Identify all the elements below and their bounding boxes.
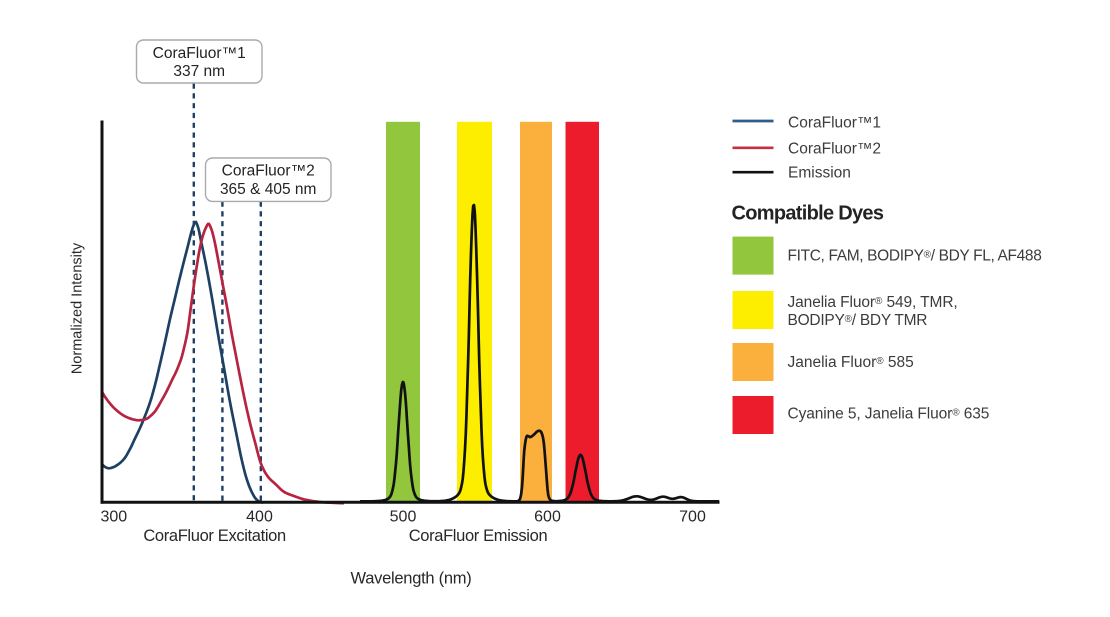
svg-text:CoraFluor™1: CoraFluor™1: [788, 115, 881, 132]
svg-text:CoraFluor Emission: CoraFluor Emission: [409, 527, 548, 545]
svg-text:Normalized Intensity: Normalized Intensity: [70, 242, 86, 374]
svg-text:Janelia Fluor® 549, TMR,: Janelia Fluor® 549, TMR,: [788, 294, 958, 311]
svg-text:500: 500: [390, 509, 417, 526]
svg-text:CoraFluor™1: CoraFluor™1: [153, 45, 246, 62]
svg-text:337 nm: 337 nm: [173, 63, 225, 80]
svg-text:Compatible Dyes: Compatible Dyes: [732, 202, 884, 224]
svg-text:700: 700: [679, 509, 706, 526]
svg-text:CoraFluor™2: CoraFluor™2: [222, 163, 315, 180]
svg-text:CoraFluor™2: CoraFluor™2: [788, 141, 881, 158]
svg-text:Wavelength (nm): Wavelength (nm): [351, 570, 472, 588]
svg-text:400: 400: [246, 509, 273, 526]
svg-text:FITC, FAM, BODIPY®/ BDY FL, AF: FITC, FAM, BODIPY®/ BDY FL, AF488: [788, 248, 1042, 265]
svg-text:BODIPY®/ BDY TMR: BODIPY®/ BDY TMR: [788, 312, 928, 329]
svg-text:Janelia Fluor® 585: Janelia Fluor® 585: [788, 354, 914, 371]
svg-text:365 & 405 nm: 365 & 405 nm: [220, 181, 317, 198]
svg-text:300: 300: [100, 509, 127, 526]
svg-text:CoraFluor Excitation: CoraFluor Excitation: [143, 527, 286, 545]
svg-text:Cyanine 5, Janelia Fluor® 635: Cyanine 5, Janelia Fluor® 635: [788, 406, 990, 423]
svg-text:Emission: Emission: [788, 165, 851, 182]
svg-text:600: 600: [534, 509, 561, 526]
